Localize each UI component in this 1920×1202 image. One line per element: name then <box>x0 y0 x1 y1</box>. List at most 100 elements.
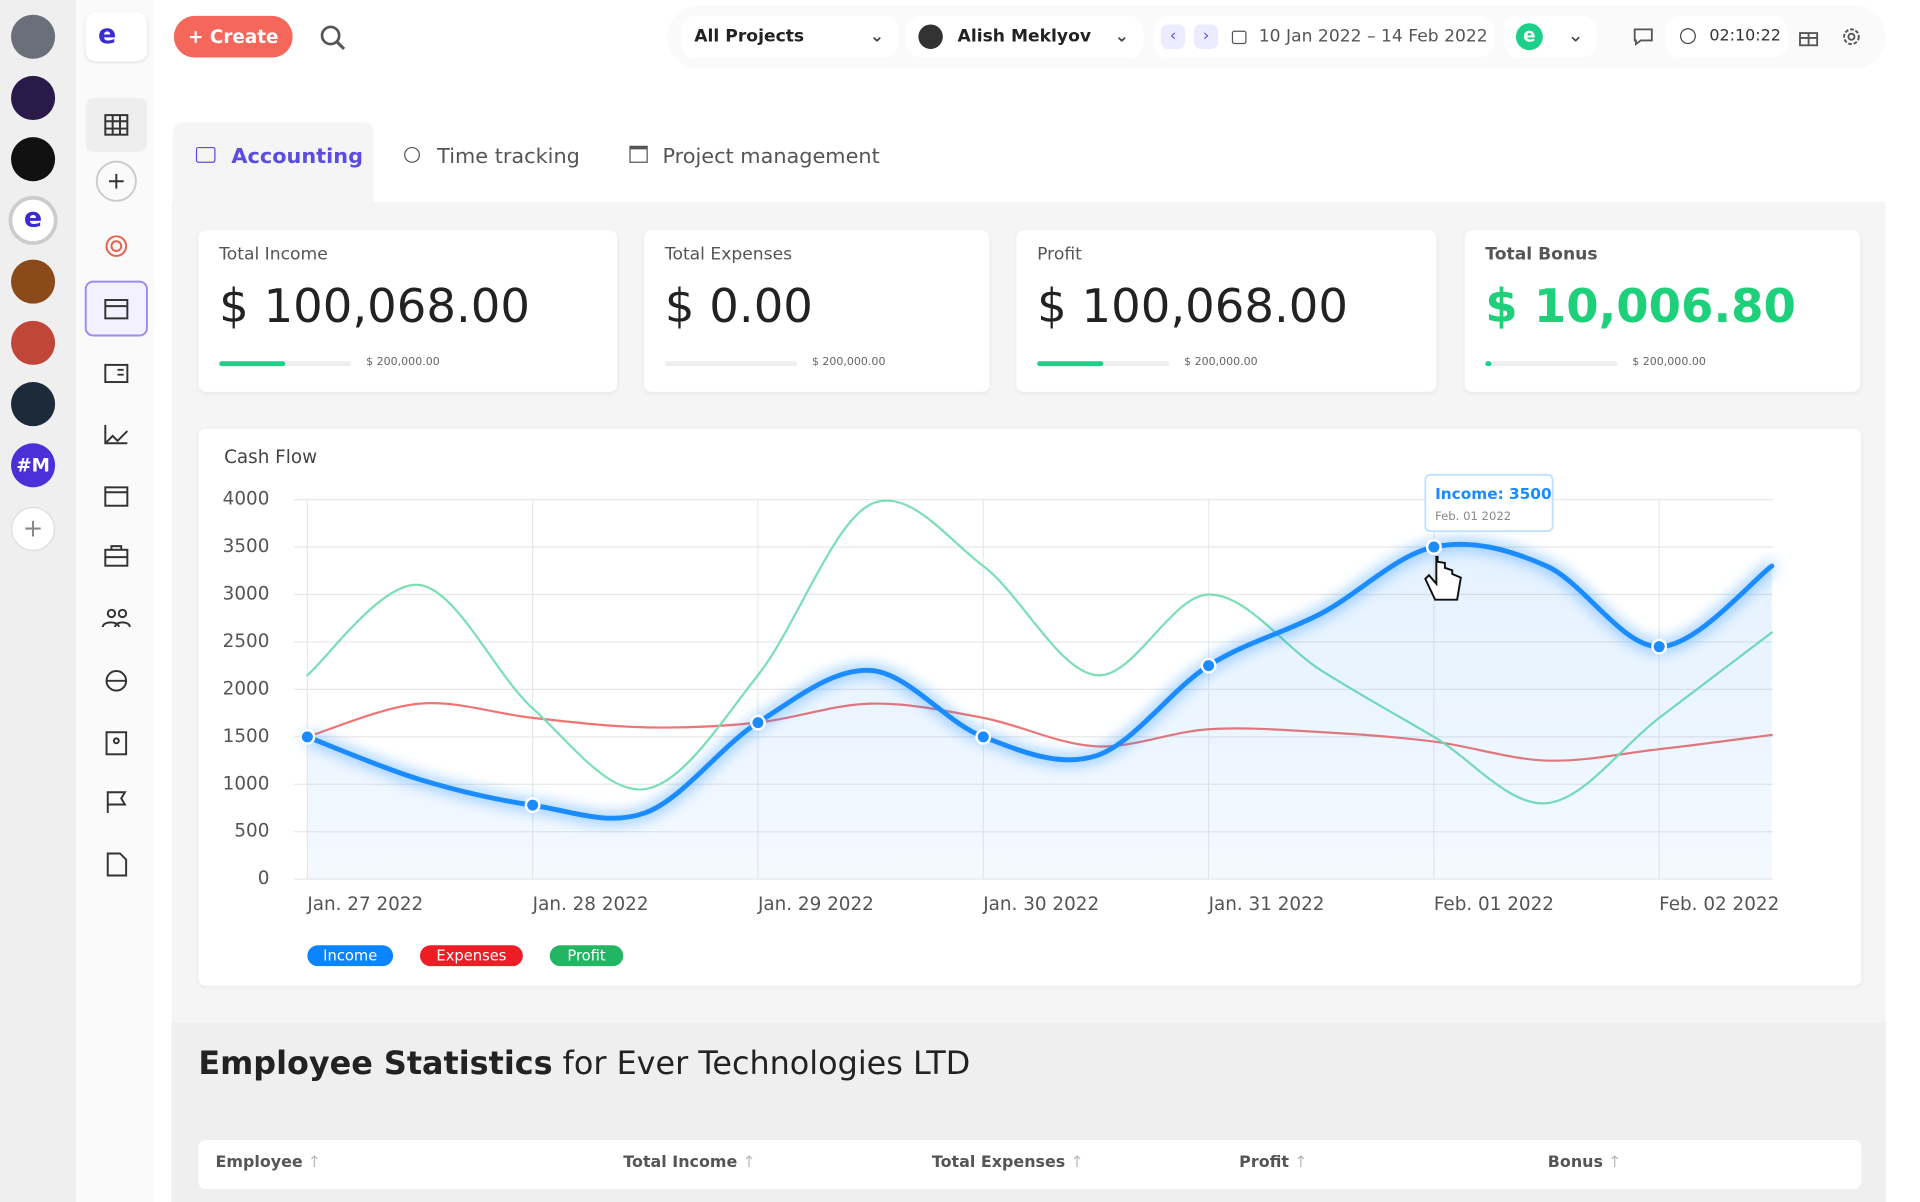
column-header[interactable]: Profit ↑ <box>1239 1153 1308 1172</box>
org-logo: e <box>1515 23 1543 51</box>
y-tick-label: 4000 <box>223 489 270 510</box>
sort-icon[interactable]: ↑ <box>1602 1153 1622 1172</box>
menu-icon[interactable] <box>104 114 129 136</box>
x-tick-label: Jan. 27 2022 <box>306 894 423 915</box>
card-limit: $ 200,000.00 <box>1184 356 1258 369</box>
sort-icon[interactable]: ↑ <box>737 1153 756 1172</box>
menu-icons <box>84 97 148 877</box>
workspace-avatar[interactable] <box>11 137 56 182</box>
project-label: All Projects <box>694 26 805 47</box>
column-header[interactable]: Bonus ↑ <box>1547 1153 1622 1172</box>
data-point <box>750 714 766 731</box>
menu-icon[interactable] <box>104 363 129 384</box>
card-limit: $ 200,000.00 <box>811 356 886 369</box>
timer[interactable]: 02:10:22 <box>1665 15 1788 58</box>
workspace-avatar[interactable] <box>11 382 56 427</box>
menu-icon[interactable] <box>106 791 127 814</box>
menu-icon[interactable] <box>95 160 137 202</box>
prev-button[interactable]: ‹ <box>1160 24 1186 49</box>
data-point <box>299 728 316 745</box>
data-point <box>1200 657 1217 674</box>
section-title-bold: Employee Statistics <box>198 1045 553 1083</box>
tab-icon <box>195 146 216 163</box>
section-title: Employee Statistics for Ever Technologie… <box>198 1046 970 1083</box>
summary-card: Total Bonus $ 10,006.80 $ 200,000.00 <box>1464 230 1861 392</box>
calendar-icon <box>1231 30 1247 45</box>
create-button[interactable]: + Create <box>173 15 293 58</box>
project-select[interactable]: All Projects ⌄ <box>680 15 899 58</box>
menu-icon[interactable] <box>104 424 129 445</box>
card-label: Total Expenses <box>664 244 793 265</box>
card-label: Total Income <box>219 244 328 265</box>
legend-item[interactable]: Expenses <box>420 945 523 967</box>
workspace-avatar[interactable]: #M <box>11 443 56 488</box>
income-area <box>307 544 1772 880</box>
chart-title: Cash Flow <box>224 447 317 468</box>
card-label: Total Bonus <box>1485 244 1598 265</box>
chevron: ⌄ <box>1567 23 1584 47</box>
menu-icon[interactable] <box>104 486 129 507</box>
card-value: $ 10,006.80 <box>1485 279 1796 334</box>
search-icon[interactable] <box>318 23 347 52</box>
workspace-avatar[interactable] <box>11 14 56 59</box>
timer-label: 02:10:22 <box>1709 26 1781 46</box>
workspace-avatar[interactable] <box>11 320 56 365</box>
progress-track <box>1037 361 1170 367</box>
tab-icon <box>404 146 421 163</box>
legend-label: Expenses <box>436 947 506 964</box>
add-workspace[interactable]: + <box>11 506 56 552</box>
y-tick-label: 3500 <box>223 536 270 557</box>
y-tick-label: 3000 <box>223 583 270 604</box>
gift-icon[interactable] <box>1796 24 1820 48</box>
sort-icon[interactable]: ↑ <box>302 1153 322 1172</box>
chat-icon[interactable] <box>1631 24 1655 48</box>
data-point <box>975 728 992 745</box>
menu-icon[interactable] <box>106 608 117 619</box>
workspace-bar: e #M + <box>0 0 76 1202</box>
logo[interactable]: e <box>85 12 147 62</box>
tab-active-bg <box>172 122 374 204</box>
column-header[interactable]: Total Income ↑ <box>623 1153 756 1172</box>
column-header[interactable]: Total Expenses ↑ <box>931 1153 1084 1172</box>
card-value: $ 100,068.00 <box>219 279 530 334</box>
column-header[interactable]: Employee ↑ <box>215 1153 322 1172</box>
progress-track <box>664 361 798 367</box>
next-button[interactable]: › <box>1193 24 1219 49</box>
y-tick-label: 0 <box>258 868 270 889</box>
series-line <box>304 541 1775 821</box>
y-tick-label: 1500 <box>223 726 270 747</box>
menu-icon[interactable] <box>105 235 128 257</box>
data-point <box>524 797 541 814</box>
workspace-avatar[interactable] <box>11 259 56 304</box>
date-range-label: 10 Jan 2022 – 14 Feb 2022 <box>1258 26 1488 47</box>
sort-icon[interactable]: ↑ <box>1289 1153 1308 1172</box>
menu-icon[interactable] <box>104 299 129 320</box>
tab[interactable]: Time tracking <box>404 144 580 169</box>
tab-label: Accounting <box>231 144 363 169</box>
tab-label: Time tracking <box>437 144 580 169</box>
tab[interactable]: Accounting <box>195 144 363 169</box>
legend-item[interactable]: Income <box>307 945 394 967</box>
sort-icon[interactable]: ↑ <box>1065 1153 1084 1172</box>
progress-bar <box>219 361 286 367</box>
create-plus: + <box>188 25 210 48</box>
tooltip-value: Income: 3500 <box>1435 485 1552 503</box>
settings-icon[interactable] <box>1839 24 1863 48</box>
workspace-avatar[interactable] <box>11 75 56 121</box>
user-select[interactable]: Alish Meklyov ⌄ <box>906 15 1144 58</box>
x-tick-label: Jan. 31 2022 <box>1208 894 1325 915</box>
menu-icon[interactable] <box>106 852 128 877</box>
date-range[interactable]: ‹ › 10 Jan 2022 – 14 Feb 2022 <box>1153 15 1494 58</box>
x-tick-label: Jan. 29 2022 <box>757 894 874 915</box>
legend-pill <box>307 945 394 967</box>
workspace-avatar[interactable]: e <box>8 195 58 245</box>
org-select[interactable]: e ⌄ <box>1503 15 1597 58</box>
tab[interactable]: Project management <box>629 144 880 169</box>
tooltip-box <box>1424 473 1554 533</box>
user-label: Alish Meklyov <box>957 26 1092 47</box>
legend-item[interactable]: Profit <box>549 945 624 967</box>
menu-icon[interactable] <box>105 731 128 756</box>
table-header <box>198 1140 1862 1189</box>
card-limit: $ 200,000.00 <box>1632 356 1706 369</box>
